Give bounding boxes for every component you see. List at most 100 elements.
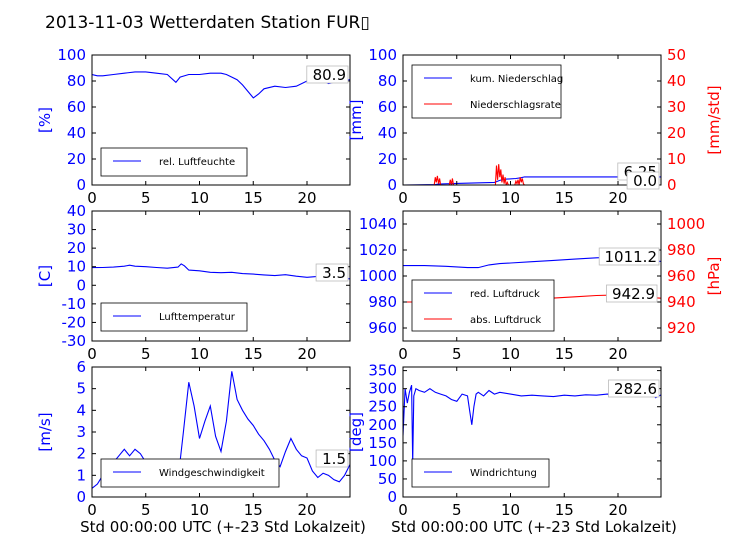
value-readout: 0.0	[633, 172, 657, 190]
y-tick-label: 10	[67, 258, 86, 276]
y-tick-label: 3	[76, 423, 86, 441]
x-tick-label: 10	[501, 501, 520, 519]
y-tick-label: 4	[76, 401, 86, 419]
legend-windspeed: Windgeschwindigkeit	[100, 458, 280, 488]
y2-tick-label: 50	[667, 46, 686, 64]
series-line-precip-1	[403, 164, 661, 185]
value-readout: 80.9	[313, 66, 346, 84]
y-tick-label: 200	[368, 416, 397, 434]
y-tick-label: 20	[378, 150, 397, 168]
y-tick-label: -20	[62, 313, 87, 331]
y-tick-label: 150	[368, 434, 397, 452]
y-axis-label: [%]	[36, 107, 54, 133]
legend-box	[411, 279, 555, 332]
figure-title: 2013-11-03 Wetterdaten Station FUR▯	[45, 13, 370, 33]
y-tick-label: 0	[387, 176, 397, 194]
plot-frame	[91, 210, 351, 342]
x-tick-label: 5	[452, 345, 462, 363]
y-tick-label: 20	[67, 150, 86, 168]
y2-axis-label: [hPa]	[705, 257, 723, 296]
y2-tick-label: 1000	[667, 215, 705, 233]
value-readout: 942.9	[612, 285, 655, 303]
y-axis-label: [m/s]	[36, 412, 54, 451]
x-tick-label: 15	[244, 345, 263, 363]
x-tick-label: 15	[244, 189, 263, 207]
y-tick-label: 960	[368, 319, 397, 337]
series-line-winddirection-0	[403, 384, 661, 463]
legend-box	[411, 64, 562, 119]
x-tick-label: 5	[141, 501, 151, 519]
y2-tick-label: 40	[667, 72, 686, 90]
y-tick-label: 80	[378, 72, 397, 90]
y-tick-label: 0	[76, 276, 86, 294]
x-tick-label: 0	[87, 501, 97, 519]
y-tick-label: 40	[378, 124, 397, 142]
legend-box	[100, 458, 280, 488]
legend-entry: kum. Niederschlag	[470, 74, 563, 85]
x-tick-label: 5	[452, 501, 462, 519]
y2-tick-label: 10	[667, 150, 686, 168]
x-tick-label: 0	[398, 189, 408, 207]
legend-box	[100, 147, 248, 177]
x-tick-label: 15	[555, 501, 574, 519]
x-tick-label: 20	[608, 189, 627, 207]
x-tick-label: 0	[87, 189, 97, 207]
y-tick-label: 5	[76, 380, 86, 398]
value-readout: 3.5	[322, 264, 346, 282]
legend-entry: rel. Luftfeuchte	[159, 157, 235, 168]
series-line-temperature-0	[92, 263, 350, 280]
x-axis-label: Std 00:00:00 UTC (+-23 Std Lokalzeit)	[80, 518, 366, 536]
x-tick-label: 5	[141, 189, 151, 207]
y-tick-label: 300	[368, 380, 397, 398]
x-tick-label: 10	[190, 189, 209, 207]
series-line-windspeed-0	[92, 371, 350, 489]
legend-entry: red. Luftdruck	[470, 289, 540, 300]
y2-tick-label: 920	[667, 319, 696, 337]
legend-precip: kum. Niederschlag Niederschlagsrate	[411, 64, 563, 119]
x-tick-label: 20	[297, 189, 316, 207]
y-tick-label: 100	[368, 46, 397, 64]
legend-winddirection: Windrichtung	[411, 458, 550, 488]
x-tick-label: 5	[452, 189, 462, 207]
y-tick-label: 20	[67, 239, 86, 257]
legend-entry: Niederschlagsrate	[470, 100, 561, 111]
y2-tick-label: 30	[667, 98, 686, 116]
panel-temperature: 0 5 10 15 20-30-20-10010203040[C]Lufttempera…	[36, 202, 351, 363]
y-tick-label: 350	[368, 362, 397, 380]
x-tick-label: 10	[501, 189, 520, 207]
y-tick-label: -30	[62, 332, 87, 350]
readout-box	[606, 284, 658, 303]
y2-tick-label: 980	[667, 241, 696, 259]
x-tick-label: 20	[297, 501, 316, 519]
legend-entry: abs. Luftdruck	[470, 315, 541, 326]
y-tick-label: 6	[76, 358, 86, 376]
y2-tick-label: 0	[667, 176, 677, 194]
y-tick-label: 0	[387, 488, 397, 506]
y-tick-label: 60	[378, 98, 397, 116]
x-tick-label: 0	[398, 501, 408, 519]
value-readout: 1011.2	[605, 248, 658, 266]
y2-tick-label: 20	[667, 124, 686, 142]
y-tick-label: 1	[76, 466, 86, 484]
y-tick-label: 250	[368, 398, 397, 416]
x-axis-label: Std 00:00:00 UTC (+-23 Std Lokalzeit)	[391, 518, 677, 536]
y-tick-label: 50	[378, 470, 397, 488]
panel-humidity: 0 5 10 15 20 0 20 40 60 80 100 [%] rel. Luftfeuchte 8…	[36, 46, 351, 207]
x-tick-label: 0	[398, 345, 408, 363]
x-tick-label: 20	[608, 345, 627, 363]
y2-axis-label: [mm/std]	[705, 85, 723, 154]
legend-pressure: red. Luftdruck abs. Luftdruck	[411, 279, 555, 332]
y-tick-label: 40	[67, 202, 86, 220]
y-axis-label: [deg]	[347, 412, 365, 452]
x-tick-label: 0	[87, 345, 97, 363]
panel-precip: 0 5 10 15 20 0 20 40 60 80 100 0 10 20 30 40 50 [mm] [mm/s…	[347, 46, 723, 207]
y-tick-label: 60	[67, 98, 86, 116]
x-tick-label: 10	[190, 345, 209, 363]
plot-frame	[402, 54, 662, 186]
y2-tick-label: 940	[667, 293, 696, 311]
y-tick-label: 40	[67, 124, 86, 142]
